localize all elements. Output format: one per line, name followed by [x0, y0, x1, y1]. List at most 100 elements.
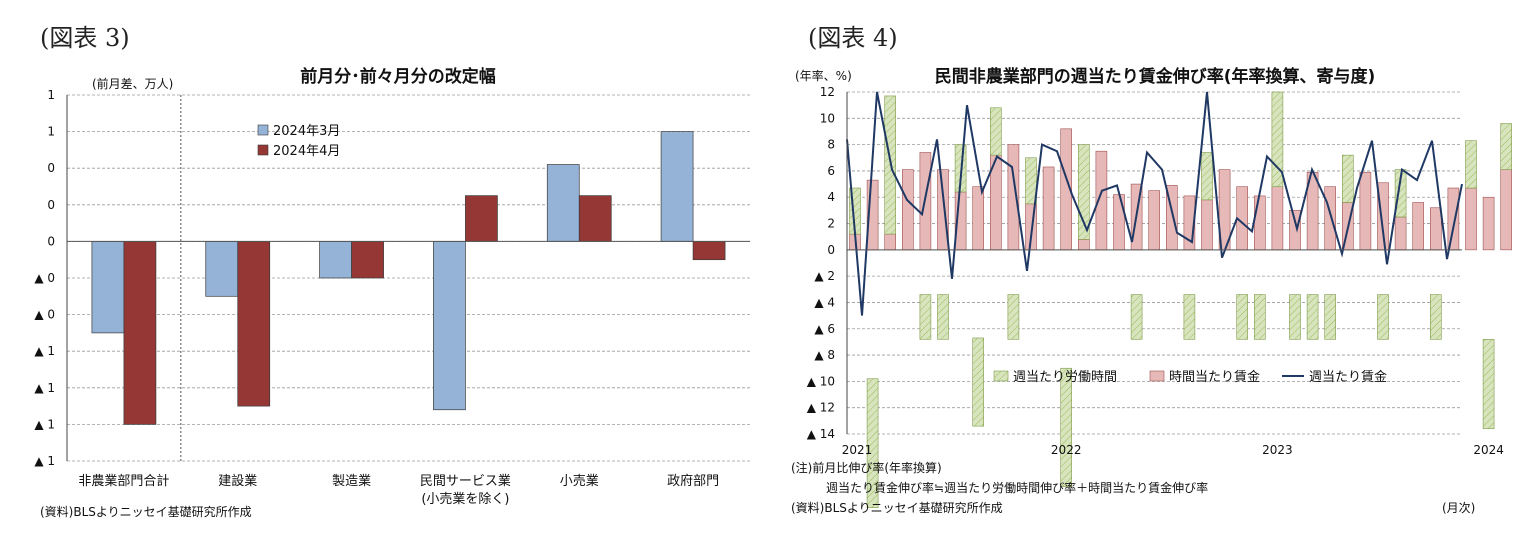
chart4-xtick-label: 2021	[842, 443, 873, 457]
chart4-hours-bar	[1130, 294, 1143, 340]
figure4-note-line1: (注)前月比伸び率(年率換算)	[791, 461, 942, 475]
chart4-ytick-label: 0	[827, 243, 835, 257]
chart3-ytick-label: 0	[47, 234, 55, 248]
chart4-wage-bar	[972, 186, 985, 251]
chart4-wage-bar	[1430, 207, 1442, 251]
chart4-hours-bar	[937, 294, 949, 340]
chart4-hours-bar	[1236, 294, 1248, 340]
chart4-hours-bar	[1324, 294, 1336, 340]
chart3-ytick-label: ▲ 1	[34, 454, 55, 468]
figure3-source: (資料)BLSよりニッセイ基礎研究所作成	[40, 505, 252, 519]
chart4-hours-bar	[989, 107, 1002, 156]
chart4-hours-bar	[1394, 169, 1407, 218]
chart4-ytick-label: ▲ 10	[807, 374, 835, 388]
chart4-xtick-label: 2024	[1473, 443, 1504, 457]
chart4-wage-bar	[1113, 194, 1125, 251]
chart4-ytick-label: ▲ 2	[814, 269, 835, 283]
chart4-legend-label-weekly: 週当たり賃金	[1309, 369, 1387, 385]
chart4-hours-bar	[1271, 91, 1284, 188]
chart4-ytick-label: ▲ 14	[807, 427, 835, 441]
chart4-wage-bar	[1359, 171, 1372, 251]
figure4-label: (図表 4)	[808, 24, 898, 52]
chart4-ytick-label: ▲ 6	[814, 322, 835, 336]
chart4-hours-bar	[1078, 144, 1090, 240]
chart4-title: 民間非農業部門の週当たり賃金伸び率(年率換算、寄与度)	[935, 66, 1376, 87]
chart3-category-label: 民間サービス業	[420, 473, 511, 489]
figure4-note-line2: 週当たり賃金伸び率≒週当たり労働時間伸び率＋時間当たり賃金伸び率	[826, 481, 1209, 495]
chart4-wage-bar	[1447, 187, 1460, 251]
chart4-wage-bar	[1148, 190, 1160, 251]
chart3-bar	[351, 241, 384, 279]
figure4-xunit: (月次)	[1442, 501, 1476, 515]
chart4-wage-bar	[1271, 186, 1284, 251]
chart4-hours-bar	[1430, 294, 1442, 340]
chart4-wage-bar	[1324, 186, 1336, 251]
chart4-hours-bar	[1306, 294, 1319, 340]
chart4-hours-bar	[1007, 294, 1020, 340]
chart4-legend-swatch-wage	[1149, 370, 1165, 382]
chart4-hours-bar	[1500, 123, 1512, 170]
chart4-wage-bar	[1412, 202, 1424, 251]
chart3-ytick-label: ▲ 1	[34, 417, 55, 431]
chart3-bar	[546, 164, 580, 242]
chart4-xtick-label: 2022	[1051, 443, 1082, 457]
chart4-hours-bar	[866, 378, 879, 508]
chart3-ytick-label: ▲ 0	[34, 271, 55, 285]
chart4-hours-bar	[1289, 294, 1301, 340]
chart3-category-label: 非農業部門合計	[78, 473, 169, 489]
chart4-hours-bar	[1201, 152, 1213, 201]
chart4-legend-label-wage: 時間当たり賃金	[1169, 369, 1260, 385]
chart4-ytick-label: 8	[827, 138, 835, 152]
chart3-ytick-label: 1	[47, 125, 55, 139]
chart4-wage-bar	[884, 233, 897, 251]
chart3-legend-swatch	[257, 124, 269, 136]
chart4-ytick-label: 2	[827, 217, 835, 231]
chart3-category-sublabel: (小売業を除く)	[421, 491, 509, 507]
chart4-hours-bar	[919, 294, 932, 340]
chart3-ytick-label: ▲ 0	[34, 308, 55, 322]
figure4-source: (資料)BLSよりニッセイ基礎研究所作成	[791, 501, 1003, 515]
chart4-wage-bar	[1500, 169, 1512, 251]
chart3-bar	[123, 241, 157, 425]
chart3-svg: 1 1 0 0 0 ▲ 0 ▲ 0 ▲ 1 ▲ 1 ▲ 1 ▲ 1 非農業部門合計 建設業 製造業 民間サー…	[34, 66, 750, 507]
chart3-ytick-label: 0	[47, 198, 55, 212]
chart3-bar	[465, 195, 498, 242]
chart4-wage-bar	[901, 169, 914, 251]
chart3-bar	[660, 131, 694, 242]
chart3-bar	[319, 241, 352, 279]
chart4-ytick-label: 10	[820, 111, 835, 125]
chart3-bar	[433, 241, 466, 411]
chart4-wage-bar	[1201, 199, 1213, 251]
chart4-weekly-wage-line	[846, 91, 1463, 316]
chart4-ylabel: (年率、%)	[795, 68, 852, 83]
chart3-legend-label: 2024年3月	[273, 124, 340, 139]
chart4-hours-bar	[1183, 294, 1196, 340]
figure3-label: (図表 3)	[40, 24, 130, 52]
chart4-wage-bar	[1254, 195, 1266, 251]
chart4-hours-bar	[1254, 294, 1266, 340]
chart3-bar	[205, 241, 239, 297]
chart4-wage-bar	[1465, 187, 1477, 251]
chart4-hours-bar	[1060, 367, 1072, 487]
chart4-ytick-label: 12	[820, 85, 835, 99]
chart3-ytick-label: 0	[47, 161, 55, 175]
chart3-ytick-label: 1	[47, 88, 55, 102]
chart4-hours-bar	[972, 337, 985, 427]
chart3-category-label: 政府部門	[667, 474, 719, 489]
chart4-wage-bar	[1078, 239, 1090, 251]
chart3-category-label: 小売業	[560, 473, 599, 489]
chart4-hours-bar	[1465, 140, 1477, 189]
chart4-ytick-label: ▲ 8	[814, 348, 835, 362]
chart3-ylabel: (前月差、万人)	[92, 76, 173, 91]
chart3-legend-label: 2024年4月	[273, 144, 340, 159]
chart4-hours-bar	[1482, 338, 1495, 430]
chart4-wage-bar	[1042, 166, 1055, 251]
chart4-ytick-label: 6	[827, 164, 835, 178]
chart4-ytick-label: ▲ 4	[814, 295, 835, 309]
chart4-hours-bar	[1342, 154, 1354, 203]
chart4-legend-swatch-hours	[993, 370, 1009, 382]
chart3-bar	[237, 241, 271, 407]
chart3-category-label: 製造業	[332, 473, 371, 489]
chart4-xtick-label: 2023	[1262, 443, 1293, 457]
